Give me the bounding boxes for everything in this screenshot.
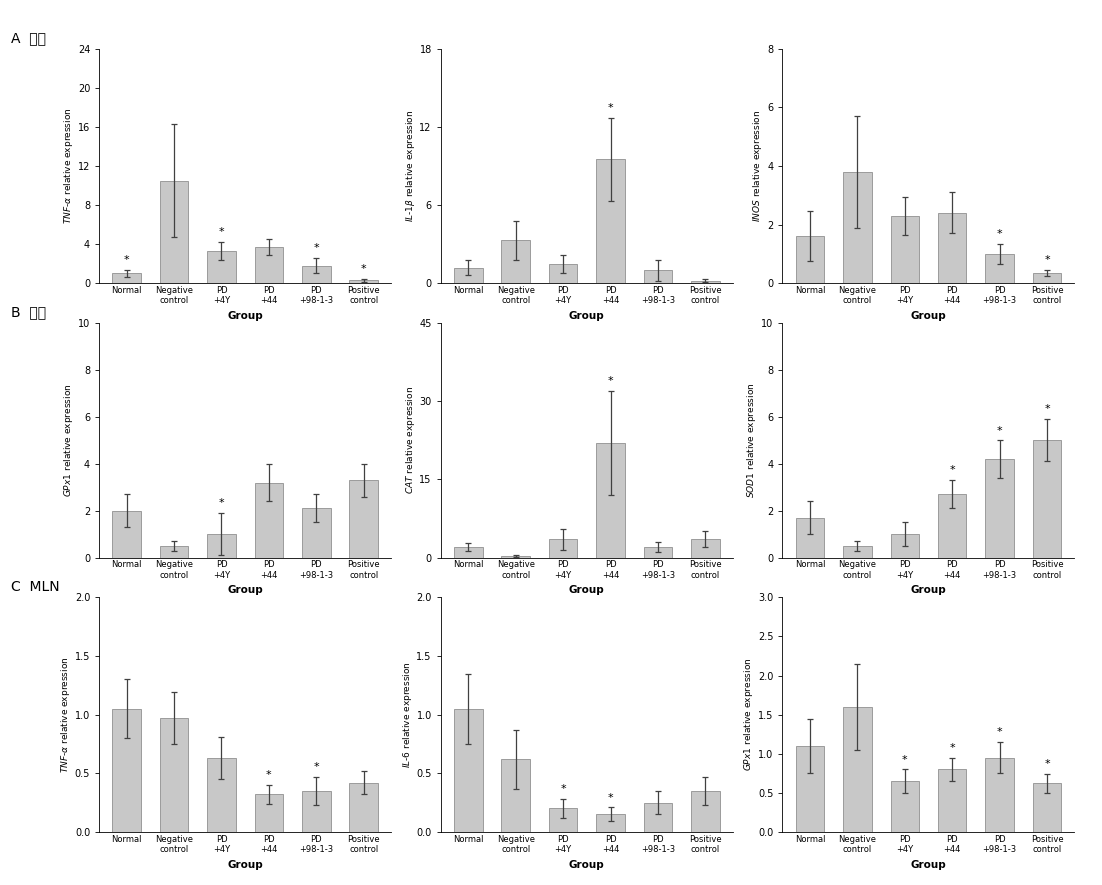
Bar xyxy=(596,442,625,558)
Bar xyxy=(644,270,672,283)
Bar xyxy=(207,251,236,283)
Bar xyxy=(302,791,331,832)
Y-axis label: $\mathit{CAT}$ relative expression: $\mathit{CAT}$ relative expression xyxy=(403,386,417,495)
Bar xyxy=(691,539,720,558)
Text: B  소장: B 소장 xyxy=(11,305,46,319)
Bar xyxy=(796,746,824,832)
Bar xyxy=(890,535,919,558)
Bar xyxy=(644,803,672,832)
Text: *: * xyxy=(996,727,1003,737)
Bar xyxy=(691,281,720,283)
Text: *: * xyxy=(996,426,1003,435)
Text: *: * xyxy=(560,784,566,795)
Bar xyxy=(596,159,625,283)
Text: *: * xyxy=(607,376,614,386)
Bar xyxy=(843,546,872,558)
Y-axis label: $\mathit{IL}$-$\mathit{6}$ relative expression: $\mathit{IL}$-$\mathit{6}$ relative expr… xyxy=(401,661,413,768)
Bar xyxy=(938,769,966,832)
Bar xyxy=(985,459,1014,558)
X-axis label: Group: Group xyxy=(569,585,605,596)
Text: *: * xyxy=(218,498,225,508)
Text: *: * xyxy=(949,743,955,753)
Bar xyxy=(112,273,141,283)
Bar xyxy=(1033,273,1061,283)
X-axis label: Group: Group xyxy=(569,859,605,870)
Bar xyxy=(454,709,483,832)
Bar xyxy=(501,759,530,832)
Text: A  대장: A 대장 xyxy=(11,31,46,45)
X-axis label: Group: Group xyxy=(227,585,263,596)
Text: *: * xyxy=(123,255,130,265)
Bar xyxy=(938,494,966,558)
X-axis label: Group: Group xyxy=(227,311,263,321)
Y-axis label: $\mathit{TNF}$-$\mathit{\alpha}$ relative expression: $\mathit{TNF}$-$\mathit{\alpha}$ relativ… xyxy=(60,657,72,773)
Text: *: * xyxy=(901,755,908,765)
Text: *: * xyxy=(1044,759,1050,769)
Text: *: * xyxy=(313,762,320,772)
Text: *: * xyxy=(360,264,367,274)
Bar xyxy=(349,481,378,558)
Bar xyxy=(501,240,530,283)
X-axis label: Group: Group xyxy=(910,585,947,596)
Bar xyxy=(985,254,1014,283)
Text: *: * xyxy=(996,229,1003,239)
Bar xyxy=(843,172,872,283)
Bar xyxy=(843,707,872,832)
Bar xyxy=(596,814,625,832)
Bar xyxy=(302,508,331,558)
Bar xyxy=(644,547,672,558)
Bar xyxy=(454,267,483,283)
Bar xyxy=(549,539,577,558)
Bar xyxy=(454,547,483,558)
Bar xyxy=(549,809,577,832)
Y-axis label: $\mathit{INOS}$ relative expression: $\mathit{INOS}$ relative expression xyxy=(752,110,765,222)
Text: *: * xyxy=(313,243,320,253)
Bar xyxy=(691,791,720,832)
Bar xyxy=(160,718,188,832)
Bar xyxy=(207,535,236,558)
Bar xyxy=(302,266,331,283)
Text: *: * xyxy=(607,793,614,803)
Bar xyxy=(549,264,577,283)
Bar xyxy=(160,546,188,558)
Bar xyxy=(207,758,236,832)
X-axis label: Group: Group xyxy=(569,311,605,321)
Y-axis label: $\mathit{GPx1}$ relative expression: $\mathit{GPx1}$ relative expression xyxy=(62,383,75,497)
Text: *: * xyxy=(1044,255,1050,266)
Text: *: * xyxy=(266,770,272,781)
X-axis label: Group: Group xyxy=(227,859,263,870)
Bar xyxy=(1033,783,1061,832)
Bar xyxy=(985,758,1014,832)
Bar xyxy=(255,247,283,283)
Bar xyxy=(1033,441,1061,558)
Bar xyxy=(796,236,824,283)
X-axis label: Group: Group xyxy=(910,859,947,870)
Bar xyxy=(112,511,141,558)
Bar xyxy=(890,216,919,283)
Text: *: * xyxy=(218,227,225,237)
Text: *: * xyxy=(949,466,955,475)
Bar xyxy=(160,181,188,283)
Y-axis label: $\mathit{TNF}$-$\mathit{\alpha}$ relative expression: $\mathit{TNF}$-$\mathit{\alpha}$ relativ… xyxy=(62,108,75,224)
Y-axis label: $\mathit{GPx1}$ relative expression: $\mathit{GPx1}$ relative expression xyxy=(742,658,755,772)
Bar xyxy=(938,212,966,283)
Bar xyxy=(501,556,530,558)
Bar xyxy=(112,709,141,832)
Text: *: * xyxy=(607,103,614,113)
Bar xyxy=(349,281,378,283)
X-axis label: Group: Group xyxy=(910,311,947,321)
Bar xyxy=(890,781,919,832)
Y-axis label: $\mathit{IL}$-$\mathit{1\beta}$ relative expression: $\mathit{IL}$-$\mathit{1\beta}$ relative… xyxy=(403,110,417,222)
Bar xyxy=(349,782,378,832)
Bar xyxy=(255,482,283,558)
Bar xyxy=(796,518,824,558)
Y-axis label: $\mathit{SOD1}$ relative expression: $\mathit{SOD1}$ relative expression xyxy=(745,382,758,498)
Text: *: * xyxy=(1044,404,1050,414)
Text: C  MLN: C MLN xyxy=(11,580,60,594)
Bar xyxy=(255,795,283,832)
